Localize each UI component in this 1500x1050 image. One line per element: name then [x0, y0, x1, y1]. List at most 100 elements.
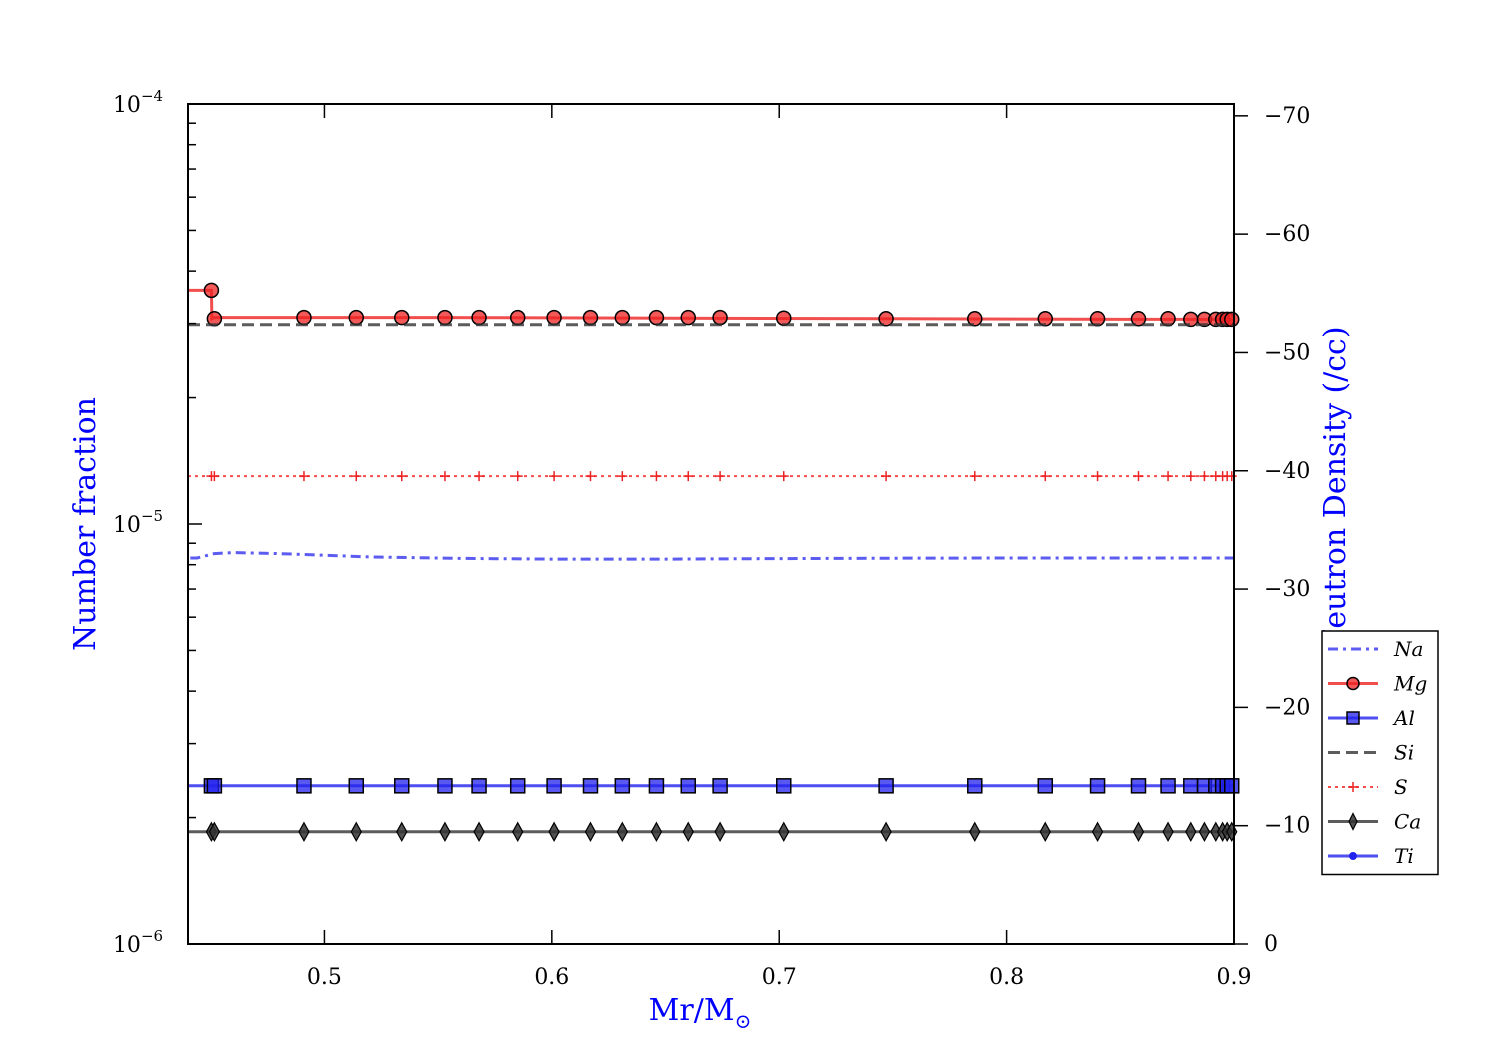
x-axis-title-main: Mr/M [649, 993, 735, 1028]
data-point-ca-17 [1039, 821, 1051, 843]
data-point-mg-15 [878, 311, 894, 327]
legend-label-mg: Mg [1393, 672, 1427, 696]
data-point-s-19 [1133, 471, 1144, 482]
data-point-mg-0 [203, 282, 220, 299]
y-tick-label-2: 10−4 [113, 87, 163, 118]
data-point-s-5 [439, 471, 450, 482]
x-axis-title: Mr/M⊙ [649, 993, 752, 1033]
data-point-ca-5 [439, 821, 451, 843]
x-tick-label-4: 0.9 [1217, 965, 1252, 990]
y-right-tick-label-2: −20 [1264, 695, 1310, 720]
data-point-al-7 [509, 778, 526, 794]
data-point-s-20 [1163, 471, 1174, 482]
data-point-s-4 [396, 471, 407, 482]
legend-label-al: Al [1392, 706, 1415, 730]
data-point-ca-16 [969, 821, 981, 843]
data-point-al-11 [648, 778, 665, 794]
data-point-mg-19 [1130, 311, 1147, 327]
data-point-mg-14 [776, 310, 792, 326]
y-right-tick-label-0: 0 [1264, 932, 1278, 957]
legend-marker-al [1346, 711, 1360, 725]
data-point-ca-1 [208, 821, 221, 843]
data-point-s-22 [1199, 471, 1210, 482]
data-point-al-9 [582, 778, 599, 794]
data-point-mg-13 [712, 309, 728, 326]
x-tick-label-0: 0.5 [307, 965, 342, 990]
data-point-ca-21 [1185, 821, 1197, 843]
ticks-layer: 0.5 0.6 0.7 0.8 0.910−610−510−40−10−20−30−40… [113, 87, 1311, 990]
data-point-s-12 [683, 471, 694, 482]
data-point-s-8 [549, 471, 560, 482]
data-point-ca-12 [682, 821, 694, 843]
data-point-mg-11 [648, 309, 665, 326]
data-point-ca-6 [473, 821, 485, 843]
series-layer [188, 282, 1240, 843]
y-tick-label-base-2: 10 [113, 93, 141, 118]
data-point-s-10 [617, 471, 628, 482]
data-point-ca-14 [778, 821, 790, 843]
data-point-mg-16 [967, 311, 983, 327]
x-axis-title-sub: ⊙ [735, 1009, 752, 1033]
data-point-s-18 [1092, 471, 1103, 482]
plot-frame [187, 103, 1235, 945]
y-right-tick-label-5: −50 [1264, 340, 1310, 365]
y-axis-title: Number fraction [68, 397, 103, 651]
y-tick-label-base-1: 10 [113, 513, 141, 538]
data-point-ca-11 [650, 821, 663, 843]
data-point-mg-4 [393, 309, 410, 326]
data-point-s-6 [474, 471, 485, 482]
data-point-al-20 [1160, 778, 1176, 794]
data-point-al-10 [614, 778, 631, 794]
series-line-mg [188, 288, 1234, 322]
y-tick-label-exp-1: −5 [141, 507, 163, 525]
data-point-ca-2 [298, 821, 310, 843]
y-right-tick-label-6: −60 [1264, 222, 1310, 247]
legend-marker-ca [1348, 812, 1358, 831]
data-point-al-18 [1089, 778, 1106, 794]
data-point-s-11 [651, 471, 662, 482]
y-right-tick-label-3: −30 [1264, 577, 1310, 602]
data-point-al-21 [1183, 778, 1199, 794]
data-point-al-19 [1130, 778, 1147, 794]
data-point-s-1 [209, 471, 220, 482]
data-point-mg-26 [1223, 311, 1240, 328]
data-point-al-17 [1037, 778, 1054, 794]
data-point-al-6 [471, 778, 487, 794]
data-point-al-4 [393, 778, 410, 794]
data-point-ca-8 [548, 821, 560, 843]
y-tick-label-exp-2: −4 [141, 87, 163, 105]
legend-label-s: S [1394, 775, 1408, 799]
y-right-tick-label-4: −40 [1264, 459, 1310, 484]
y-tick-label-1: 10−5 [113, 507, 163, 538]
data-point-s-17 [1040, 471, 1051, 482]
data-point-ca-22 [1198, 821, 1211, 843]
data-point-mg-9 [582, 309, 599, 326]
y-tick-label-base-0: 10 [113, 933, 141, 958]
data-point-al-12 [680, 778, 697, 794]
data-point-mg-5 [437, 309, 453, 326]
data-point-s-7 [512, 471, 523, 482]
x-tick-label-3: 0.8 [989, 965, 1024, 990]
data-point-mg-3 [348, 309, 365, 326]
y-right-tick-label-7: −70 [1264, 104, 1310, 129]
data-point-al-5 [437, 778, 453, 794]
x-tick-label-1: 0.6 [534, 965, 569, 990]
x-tick-label-2: 0.7 [762, 965, 797, 990]
legend-label-na: Na [1393, 637, 1423, 661]
data-point-al-2 [296, 778, 312, 794]
data-point-ca-9 [584, 821, 597, 843]
y-tick-label-0: 10−6 [113, 927, 163, 958]
data-point-s-3 [351, 471, 362, 482]
data-point-ca-4 [396, 821, 408, 843]
data-point-s-15 [881, 471, 892, 482]
legend-label-si: Si [1394, 741, 1414, 765]
data-point-ca-3 [350, 821, 362, 843]
data-point-al-14 [776, 778, 792, 794]
data-point-al-15 [878, 778, 894, 794]
legend-marker-mg [1346, 676, 1360, 691]
data-point-s-14 [778, 471, 789, 482]
data-point-ca-20 [1162, 821, 1174, 843]
data-point-mg-10 [614, 309, 631, 326]
legend-marker-ti [1349, 852, 1357, 860]
